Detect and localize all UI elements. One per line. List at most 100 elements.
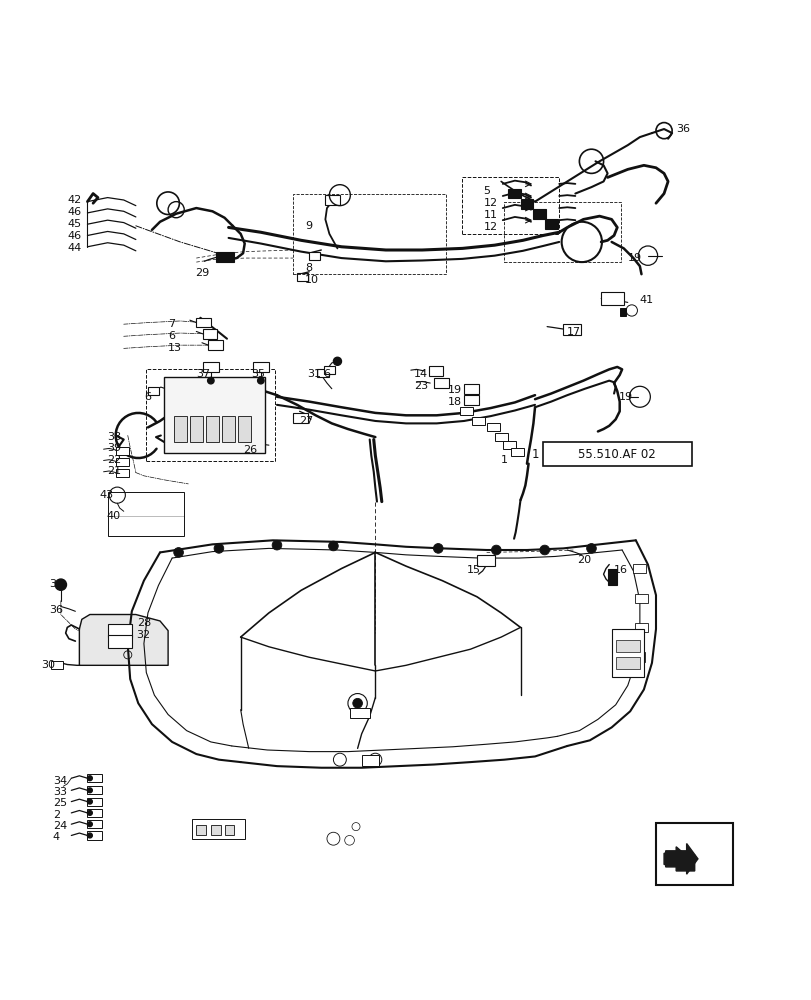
Bar — [174, 416, 187, 442]
Text: 55.510.AF 02: 55.510.AF 02 — [577, 448, 655, 461]
Bar — [317, 369, 328, 377]
Text: 26: 26 — [242, 445, 257, 455]
Text: 7: 7 — [168, 319, 175, 329]
Bar — [206, 416, 219, 442]
Bar — [297, 273, 307, 281]
Text: 19: 19 — [448, 385, 461, 395]
Text: 32: 32 — [136, 630, 151, 640]
Text: 30: 30 — [41, 660, 55, 670]
Bar — [508, 189, 521, 198]
Text: 31: 31 — [307, 369, 321, 379]
Bar — [460, 407, 472, 415]
Bar — [615, 657, 639, 669]
Bar — [520, 199, 533, 209]
Bar — [494, 433, 507, 441]
Text: 21: 21 — [108, 466, 122, 476]
Circle shape — [257, 377, 264, 384]
Text: 28: 28 — [136, 618, 151, 628]
Circle shape — [88, 788, 92, 793]
Bar — [634, 623, 647, 632]
Bar — [655, 823, 732, 885]
Text: 23: 23 — [414, 381, 427, 391]
Circle shape — [272, 540, 281, 550]
Bar — [208, 340, 223, 350]
Polygon shape — [79, 615, 168, 665]
Text: 36: 36 — [49, 605, 63, 615]
Bar — [88, 809, 102, 817]
Bar — [633, 564, 646, 573]
Text: 1: 1 — [530, 448, 539, 461]
Circle shape — [88, 810, 92, 815]
Bar — [611, 629, 643, 677]
Text: 45: 45 — [67, 219, 81, 229]
Text: 18: 18 — [448, 397, 461, 407]
Bar — [619, 308, 625, 316]
Bar — [428, 366, 443, 376]
Bar — [196, 825, 206, 835]
Bar — [190, 416, 203, 442]
Text: 12: 12 — [483, 222, 497, 232]
Bar — [544, 219, 557, 229]
Text: 27: 27 — [299, 416, 313, 426]
Bar — [238, 416, 251, 442]
Bar — [115, 447, 128, 455]
Bar — [502, 441, 515, 449]
Bar — [192, 819, 244, 839]
Bar — [115, 469, 128, 477]
Text: 40: 40 — [106, 511, 120, 521]
Bar — [607, 569, 616, 585]
Bar — [476, 555, 494, 566]
Bar — [108, 492, 184, 536]
Text: 43: 43 — [100, 490, 114, 500]
Bar — [203, 329, 217, 339]
Bar — [196, 318, 211, 327]
Text: 19: 19 — [627, 253, 642, 263]
Bar — [504, 202, 620, 262]
Text: 13: 13 — [168, 343, 182, 353]
Circle shape — [214, 544, 224, 553]
Bar — [615, 640, 639, 652]
Text: 3: 3 — [49, 579, 57, 589]
Text: 19: 19 — [618, 392, 633, 402]
Text: 38: 38 — [108, 432, 122, 442]
Circle shape — [88, 799, 92, 804]
Circle shape — [539, 545, 549, 555]
Bar — [543, 442, 692, 466]
Text: 37: 37 — [196, 369, 210, 379]
Bar — [108, 635, 131, 648]
Text: 1: 1 — [500, 455, 508, 465]
Text: 42: 42 — [67, 195, 81, 205]
Polygon shape — [663, 847, 694, 871]
Text: 29: 29 — [195, 268, 208, 278]
Bar — [325, 195, 340, 205]
Bar — [309, 252, 320, 260]
Circle shape — [352, 698, 362, 708]
Text: 12: 12 — [483, 198, 497, 208]
Circle shape — [88, 776, 92, 781]
Text: 36: 36 — [676, 124, 689, 134]
Circle shape — [88, 822, 92, 827]
Bar — [324, 366, 335, 374]
Text: 15: 15 — [466, 565, 481, 575]
Circle shape — [174, 548, 183, 557]
Bar — [532, 209, 545, 219]
Text: 46: 46 — [67, 231, 81, 241]
Text: 24: 24 — [53, 821, 67, 831]
Text: 16: 16 — [613, 565, 627, 575]
Bar — [634, 594, 647, 603]
Bar — [108, 624, 131, 637]
Bar — [148, 387, 159, 395]
Text: 25: 25 — [53, 798, 67, 808]
Text: 10: 10 — [305, 275, 319, 285]
Bar — [293, 194, 446, 274]
Text: 11: 11 — [483, 210, 497, 220]
Text: 4: 4 — [53, 832, 60, 842]
Text: 41: 41 — [639, 295, 653, 305]
Bar — [88, 798, 102, 806]
Bar — [203, 362, 219, 372]
Bar — [434, 378, 448, 388]
Text: 44: 44 — [67, 243, 81, 253]
Text: 5: 5 — [483, 186, 490, 196]
Text: 39: 39 — [108, 443, 122, 453]
Bar — [88, 820, 102, 828]
